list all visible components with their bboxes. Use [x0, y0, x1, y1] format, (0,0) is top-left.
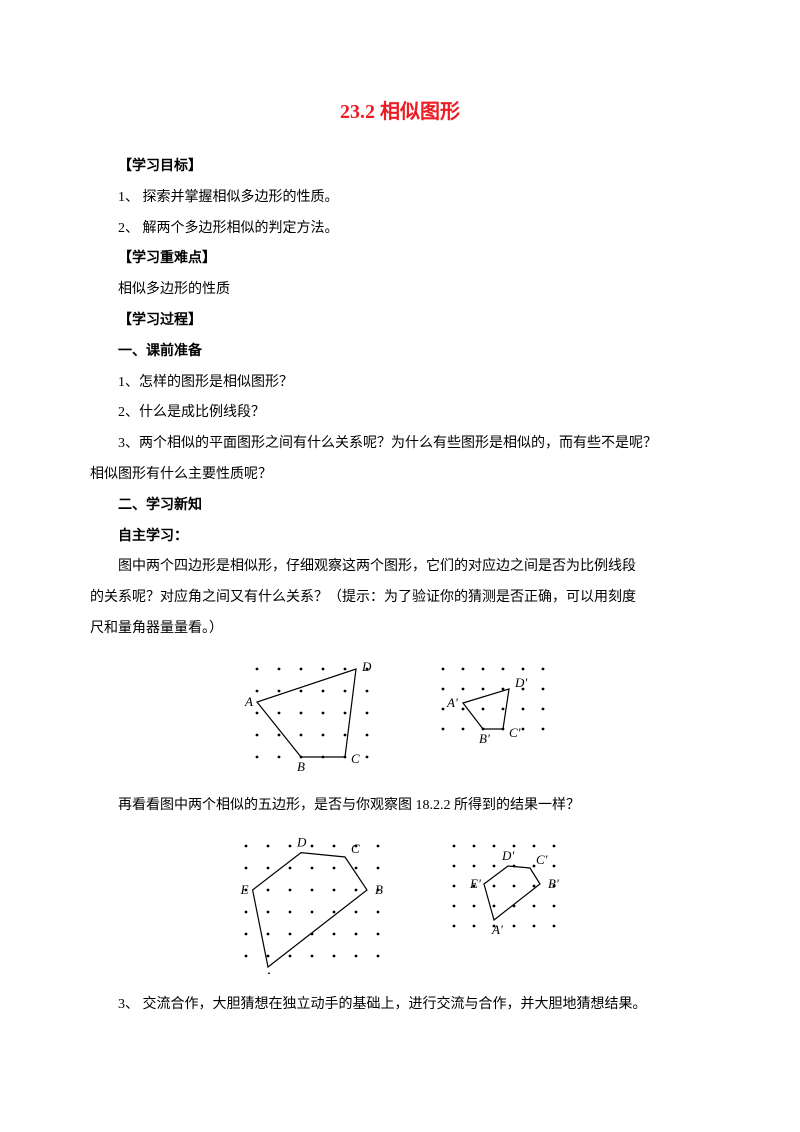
svg-text:A: A — [244, 694, 253, 709]
svg-text:D: D — [361, 659, 372, 674]
svg-text:A': A' — [491, 922, 503, 937]
svg-text:A: A — [263, 969, 272, 974]
self-header: 自主学习： — [90, 522, 710, 553]
points-body: 相似多边形的性质 — [90, 275, 710, 306]
goal-1: 1、 探索并掌握相似多边形的性质。 — [90, 183, 710, 214]
prep-q2: 2、什么是成比例线段？ — [90, 398, 710, 429]
svg-text:E: E — [240, 882, 249, 897]
self-p3: 3、 交流合作，大胆猜想在独立动手的基础上，进行交流与合作，并大胆地猜想结果。 — [90, 990, 710, 1021]
prep-q3b: 相似图形有什么主要性质呢？ — [90, 460, 710, 491]
svg-text:C: C — [351, 751, 360, 766]
svg-text:D': D' — [514, 675, 527, 690]
figure-1: A B C D A' B' C' D' — [90, 651, 710, 775]
self-p1b: 的关系呢？对应角之间又有什么关系？（提示：为了验证你的猜测是否正确，可以用刻度 — [90, 583, 710, 614]
goal-2: 2、 解两个多边形相似的判定方法。 — [90, 214, 710, 245]
prep-q3a: 3、两个相似的平面图形之间有什么关系呢？为什么有些图形是相似的，而有些不是呢？ — [90, 429, 710, 460]
process-header: 【学习过程】 — [90, 306, 710, 337]
svg-text:B': B' — [479, 731, 490, 746]
new-header: 二、学习新知 — [90, 491, 710, 522]
svg-text:D': D' — [501, 848, 514, 863]
svg-text:E': E' — [469, 876, 481, 891]
svg-text:B: B — [297, 759, 305, 774]
quad-small: A' B' C' D' — [425, 651, 561, 747]
prep-q1: 1、怎样的图形是相似图形？ — [90, 368, 710, 399]
pentagon-large: A B C D E — [228, 828, 396, 974]
svg-text:C': C' — [509, 725, 521, 740]
self-p1c: 尺和量角器量量看。） — [90, 614, 710, 645]
svg-text:C': C' — [536, 852, 548, 867]
self-p1a: 图中两个四边形是相似形，仔细观察这两个图形，它们的对应边之间是否为比例线段 — [90, 552, 710, 583]
self-p2: 再看看图中两个相似的五边形，是否与你观察图 18.2.2 所得到的结果一样？ — [90, 791, 710, 822]
pentagon-small: A' B'C' D' E' — [436, 828, 572, 944]
prep-header: 一、课前准备 — [90, 337, 710, 368]
svg-text:B': B' — [548, 876, 559, 891]
svg-text:B: B — [375, 882, 383, 897]
svg-text:A': A' — [446, 695, 458, 710]
goals-header: 【学习目标】 — [90, 152, 710, 183]
svg-text:C: C — [351, 841, 360, 856]
points-header: 【学习重难点】 — [90, 244, 710, 275]
figure-2: A B C D E A' B'C' D' E' — [90, 828, 710, 974]
page-title: 23.2 相似图形 — [90, 90, 710, 134]
quad-large: A B C D — [239, 651, 385, 775]
svg-text:D: D — [296, 834, 307, 849]
